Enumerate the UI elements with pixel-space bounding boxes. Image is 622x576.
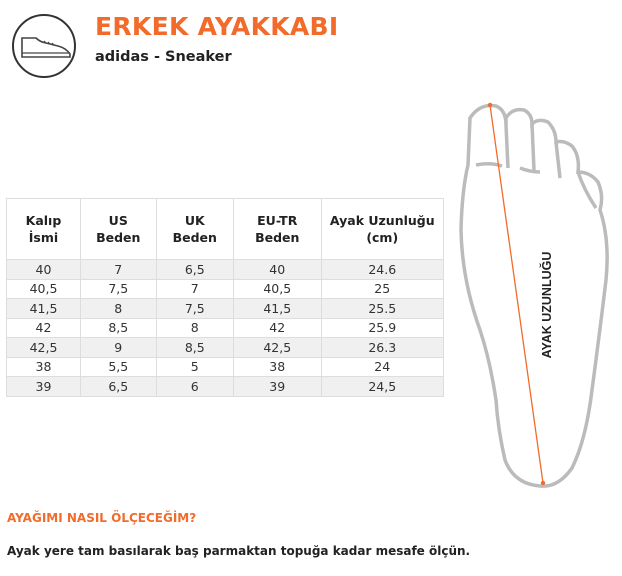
table-cell: 39 — [6, 376, 81, 397]
table-cell: 7 — [79, 259, 157, 280]
table-cell: 8 — [155, 317, 234, 338]
table-cell: 7,5 — [155, 298, 234, 319]
table-cell: 24.6 — [320, 259, 445, 280]
table-cell: 41,5 — [232, 298, 322, 319]
foot-diagram: AYAK UZUNLUĞU — [459, 102, 609, 488]
foot-length-label: AYAK UZUNLUĞU — [539, 252, 554, 359]
table-cell: 42,5 — [6, 337, 81, 358]
how-to-measure-text: Ayak yere tam basılarak baş parmaktan to… — [7, 544, 471, 558]
column-header-line: UK — [184, 213, 205, 228]
column-header-line: Beden — [255, 230, 300, 245]
table-cell: 8 — [79, 298, 157, 319]
column-header-line: Ayak Uzunluğu — [329, 213, 435, 228]
table-cell: 41,5 — [6, 298, 81, 319]
table-cell: 42,5 — [232, 337, 322, 358]
table-cell: 42 — [6, 317, 81, 338]
sneaker-icon — [12, 14, 76, 78]
column-header-line: Beden — [172, 230, 217, 245]
table-row: 42,5 9 8,5 42,5 26.3 — [6, 337, 445, 358]
table-cell: 40,5 — [232, 278, 322, 299]
table-cell: 25 — [320, 278, 445, 299]
table-cell: 38 — [6, 356, 81, 377]
table-cell: 6,5 — [79, 376, 157, 397]
table-cell: 5 — [155, 356, 234, 377]
column-header: US Beden — [79, 198, 157, 260]
table-cell: 39 — [232, 376, 322, 397]
size-table: Kalıp İsmi US Beden UK Beden EU-TR Beden Ayak Uz… — [6, 198, 445, 397]
table-cell: 8,5 — [155, 337, 234, 358]
table-row: 39 6,5 6 39 24,5 — [6, 376, 445, 397]
column-header-line: (cm) — [366, 230, 399, 245]
column-header: UK Beden — [155, 198, 234, 260]
table-cell: 9 — [79, 337, 157, 358]
table-cell: 5,5 — [79, 356, 157, 377]
table-row: 42 8,5 8 42 25.9 — [6, 317, 445, 338]
table-cell: 42 — [232, 317, 322, 338]
table-row: 41,5 8 7,5 41,5 25.5 — [6, 298, 445, 319]
page-title: ERKEK AYAKKABI — [95, 12, 339, 41]
column-header: Ayak Uzunluğu (cm) — [320, 198, 445, 260]
table-cell: 38 — [232, 356, 322, 377]
table-row: 40 7 6,5 40 24.6 — [6, 259, 445, 280]
column-header-line: EU-TR — [257, 213, 298, 228]
table-cell: 8,5 — [79, 317, 157, 338]
column-header-line: US — [108, 213, 128, 228]
column-header-line: Beden — [96, 230, 141, 245]
table-cell: 25.9 — [320, 317, 445, 338]
table-row: 40,5 7,5 7 40,5 25 — [6, 278, 445, 299]
table-cell: 6,5 — [155, 259, 234, 280]
table-cell: 26.3 — [320, 337, 445, 358]
how-to-measure-heading: AYAĞIMI NASIL ÖLÇECEĞİM? — [7, 511, 197, 525]
table-cell: 7 — [155, 278, 234, 299]
table-cell: 40 — [232, 259, 322, 280]
table-cell: 40 — [6, 259, 81, 280]
table-cell: 25.5 — [320, 298, 445, 319]
table-cell: 24,5 — [320, 376, 445, 397]
column-header-line: Kalıp — [25, 213, 62, 228]
table-row: 38 5,5 5 38 24 — [6, 356, 445, 377]
table-cell: 6 — [155, 376, 234, 397]
table-cell: 7,5 — [79, 278, 157, 299]
product-subtitle: adidas - Sneaker — [95, 49, 232, 65]
table-cell: 40,5 — [6, 278, 81, 299]
column-header: EU-TR Beden — [232, 198, 322, 260]
table-cell: 24 — [320, 356, 445, 377]
column-header-line: İsmi — [28, 230, 59, 245]
column-header: Kalıp İsmi — [6, 198, 81, 260]
